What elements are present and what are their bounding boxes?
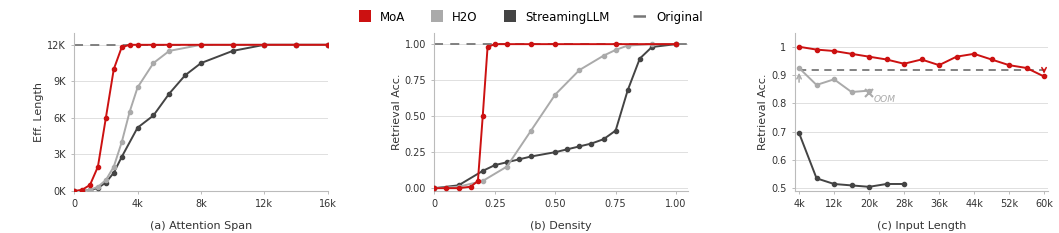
Text: (b) Density: (b) Density (531, 221, 592, 231)
Text: OOM: OOM (874, 95, 896, 104)
Y-axis label: Retrieval Acc.: Retrieval Acc. (758, 74, 768, 150)
Y-axis label: Eff. Length: Eff. Length (34, 82, 44, 142)
Y-axis label: Retrieval Acc.: Retrieval Acc. (392, 74, 401, 150)
Text: (c) Input Length: (c) Input Length (877, 221, 966, 231)
Text: (a) Attention Span: (a) Attention Span (150, 221, 252, 231)
Legend: MoA, H2O, StreamingLLM, Original: MoA, H2O, StreamingLLM, Original (352, 6, 707, 28)
